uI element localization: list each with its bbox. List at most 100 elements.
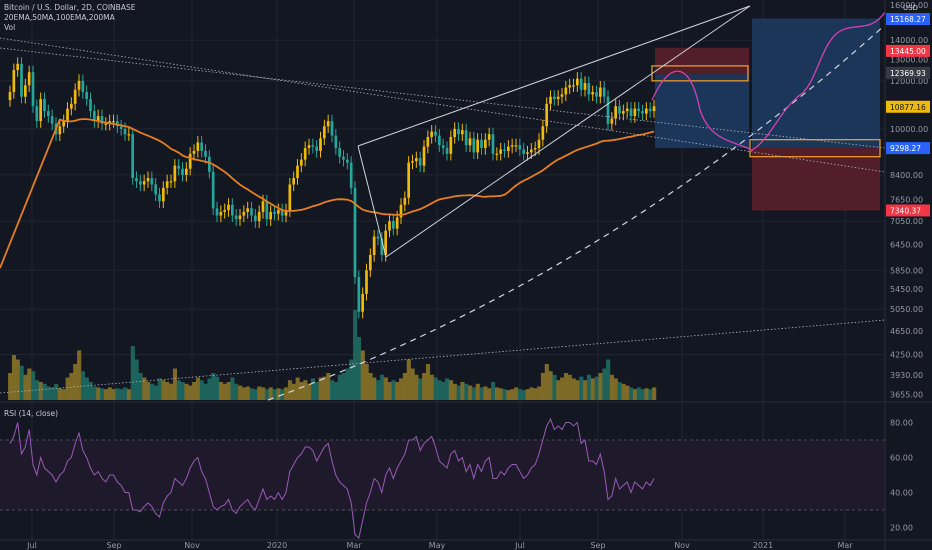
volume-bar	[514, 387, 519, 400]
volume-bar	[468, 385, 473, 400]
price-tick-label: 16000.00	[890, 1, 928, 10]
time-label: 2020	[267, 541, 287, 550]
price-tick-label: 7650.00	[890, 196, 923, 205]
candle-body	[529, 149, 533, 153]
volume-bar	[621, 383, 626, 400]
volume-bar	[230, 377, 235, 400]
price-tag-bg	[886, 142, 930, 155]
volume-bar	[73, 364, 78, 400]
volume-bar	[510, 389, 515, 400]
symbol-title[interactable]: Bitcoin / U.S. Dollar, 2D, COINBASE	[4, 3, 136, 12]
price-tick-label: 5450.00	[890, 285, 923, 294]
candle-body	[414, 158, 418, 162]
candle-body	[422, 146, 426, 166]
candle-body	[338, 148, 342, 157]
time-label: May	[429, 541, 446, 550]
candle-body	[319, 138, 322, 151]
candlesticks	[0, 57, 656, 319]
volume-bar	[42, 383, 47, 400]
rsi-label[interactable]: RSI (14, close)	[4, 409, 59, 418]
volume-bar	[146, 382, 151, 400]
candle-body	[506, 146, 510, 151]
volume-bar	[88, 382, 93, 400]
candle-body	[518, 145, 522, 150]
volume-bar	[617, 382, 622, 400]
stop-zone-1	[655, 47, 749, 75]
rsi-band	[0, 440, 885, 510]
price-axis[interactable]: 16000.00 14000.00 13000.00 12000.00 10000.00…	[884, 0, 930, 550]
candle-body	[468, 138, 472, 146]
candle-body	[388, 221, 391, 231]
volume-bar	[406, 359, 411, 400]
candle-body	[66, 108, 69, 122]
volume-bar	[11, 355, 17, 400]
candle-body	[503, 149, 506, 151]
candle-body	[345, 159, 349, 163]
volume-bar	[326, 373, 331, 400]
volume-bar	[23, 374, 28, 400]
time-axis[interactable]: Jul Sep Nov 2020 Mar May Jul Sep Nov 2021 Mar	[26, 541, 853, 550]
volume-bar	[330, 380, 335, 400]
candle-body	[246, 208, 250, 212]
volume-bar	[548, 371, 553, 400]
volume-bar	[345, 368, 350, 400]
candle-body	[27, 72, 31, 86]
time-label: Sep	[590, 541, 605, 550]
trendline-drawings[interactable]	[0, 5, 886, 401]
volume-bar	[475, 383, 480, 400]
volume-bar	[103, 389, 109, 400]
volume-bar	[387, 382, 392, 400]
candle-body	[476, 139, 480, 153]
volume-bar	[138, 373, 143, 400]
volume-bar	[644, 388, 649, 400]
volume-bar	[586, 374, 592, 400]
price-tag-bg	[886, 100, 930, 113]
candle-body	[545, 103, 549, 127]
volume-bar	[77, 350, 82, 400]
rsi-tick-label: 60.00	[890, 454, 913, 463]
candle-body	[625, 108, 629, 112]
candle-body	[200, 142, 204, 151]
price-tag-bg	[886, 66, 930, 79]
volume-bar	[360, 350, 365, 400]
candle-body	[173, 165, 177, 182]
price-tick-label: 14000.00	[890, 36, 928, 45]
volume-bar	[303, 380, 308, 400]
price-tick-label: 6450.00	[890, 241, 923, 250]
candle-body	[276, 210, 280, 214]
volume-bar	[226, 382, 231, 400]
volume-bar	[575, 380, 580, 400]
price-tag-label: 7340.37	[890, 206, 921, 215]
volume-label[interactable]: Vol	[4, 23, 16, 32]
volume-bar	[460, 382, 465, 400]
volume-bar	[96, 387, 101, 400]
volume-bar	[100, 388, 105, 400]
price-tag-label: 13445.00	[890, 47, 926, 56]
volume-bar	[563, 373, 569, 400]
volume-bar	[441, 382, 446, 400]
candle-body	[472, 138, 476, 153]
candle-body	[365, 270, 368, 294]
volume-bar	[402, 373, 408, 400]
candle-body	[399, 204, 403, 218]
volume-bar	[130, 346, 135, 400]
volume-bar	[525, 389, 530, 400]
candle-body	[637, 108, 641, 112]
volume-bar	[448, 380, 454, 400]
price-tag-label: 10877.16	[890, 103, 926, 112]
volume-bar	[625, 385, 630, 400]
volume-bar	[19, 365, 24, 400]
volume-bar	[556, 380, 561, 400]
candle-body	[572, 85, 575, 87]
volume-bar	[322, 376, 327, 400]
stop-zone-2	[752, 148, 880, 211]
candle-body	[85, 92, 89, 100]
candle-body	[39, 99, 43, 122]
price-tick-label: 3655.00	[890, 390, 923, 399]
wedge-upper	[357, 5, 751, 147]
candle-body	[633, 108, 637, 117]
volume-bar	[594, 376, 599, 400]
volume-bar	[115, 388, 120, 400]
indicator-list[interactable]: 20EMA,50MA,100EMA,200MA	[4, 13, 115, 22]
